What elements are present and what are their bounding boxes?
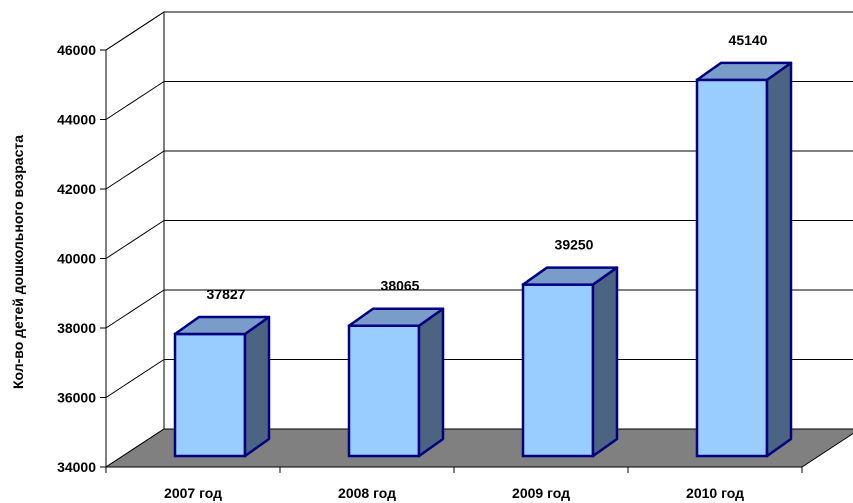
y-tick-label: 42000: [57, 181, 96, 197]
bar-top: [347, 307, 445, 327]
bar-top: [521, 266, 619, 286]
bar-front: [521, 283, 595, 458]
y-tick-label: 40000: [57, 251, 96, 267]
y-tick-label: 46000: [57, 42, 96, 58]
bar-front: [695, 78, 769, 458]
gridline-side: [105, 81, 165, 120]
bar-side: [591, 266, 619, 458]
bar-side: [417, 307, 445, 458]
y-tick-label: 36000: [57, 390, 96, 406]
data-label: 38065: [381, 278, 420, 294]
y-tick-label: 44000: [57, 112, 96, 128]
bar-top: [173, 315, 271, 336]
data-label: 45140: [729, 32, 768, 48]
y-axis: 34000 36000 38000 40000 42000 44000 46000: [57, 42, 107, 475]
bar-front: [347, 324, 421, 458]
bar-side: [765, 61, 793, 458]
bar: 37827: [173, 286, 271, 458]
gridline-side: [105, 359, 165, 398]
x-tick-label: 2009 год: [512, 485, 570, 501]
bar: 45140: [695, 32, 793, 458]
bar-front: [173, 332, 247, 458]
data-label: 37827: [207, 286, 246, 302]
gridline-side: [105, 150, 165, 190]
y-axis-title: Кол-во детей дошкольного возраста: [10, 135, 26, 389]
y-tick-label: 34000: [57, 459, 96, 475]
bar: 38065: [347, 278, 445, 458]
bar: 39250: [521, 237, 619, 458]
gridline-side: [105, 220, 165, 259]
x-tick-label: 2008 год: [338, 485, 396, 501]
bar-series: 37827 38065 39250 45140: [173, 32, 793, 458]
x-tick-label: 2010 год: [686, 485, 744, 501]
bar-top: [695, 61, 793, 82]
data-label: 39250: [555, 237, 594, 253]
x-axis: 2007 год 2008 год 2009 год 2010 год: [105, 466, 803, 501]
x-tick-label: 2007 год: [164, 485, 222, 501]
gridline-side: [105, 289, 165, 329]
bar-side: [243, 315, 271, 458]
gridline-side: [105, 11, 165, 51]
y-tick-label: 38000: [57, 320, 96, 336]
